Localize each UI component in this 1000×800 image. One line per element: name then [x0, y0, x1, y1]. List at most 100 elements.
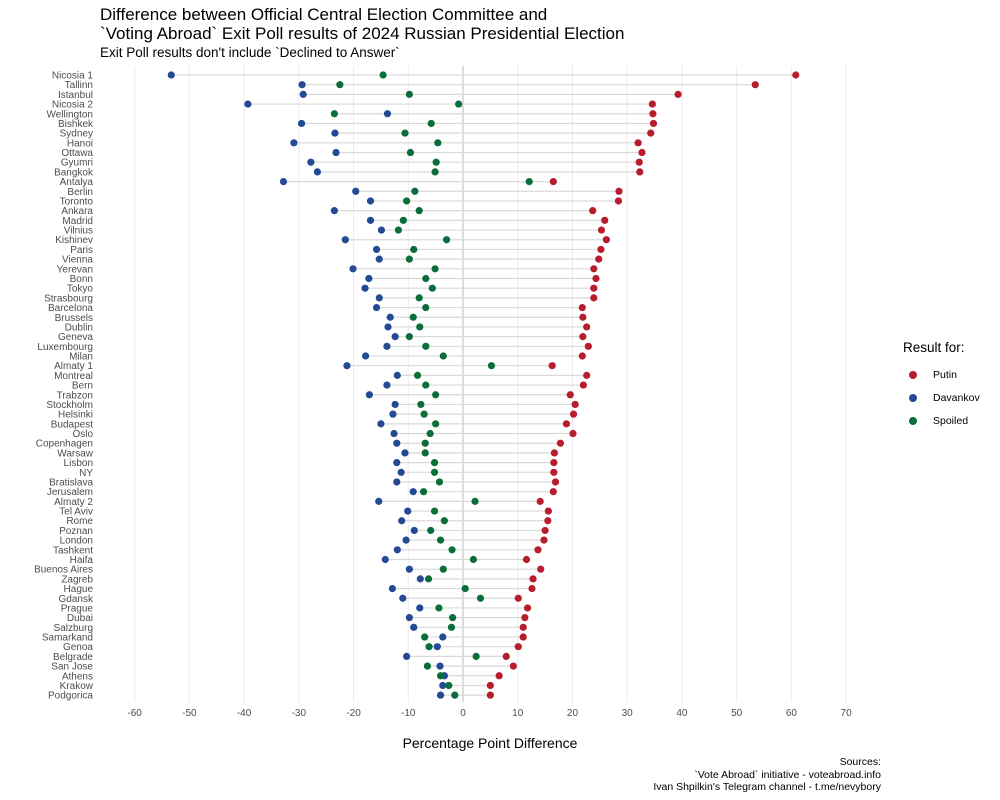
point-davankov	[331, 129, 339, 137]
point-spoiled	[417, 400, 425, 409]
y-tick-label: Dubai	[67, 613, 93, 624]
legend-item-davankov: Davankov	[903, 386, 980, 409]
point-davankov	[332, 148, 340, 157]
point-davankov	[383, 381, 391, 389]
y-tick-label: Tokyo	[67, 284, 94, 295]
point-spoiled	[399, 216, 407, 224]
y-tick-label: Nicosia 2	[52, 100, 94, 111]
point-davankov	[404, 507, 412, 515]
y-tick-label: Buenos Aires	[34, 565, 93, 576]
point-davankov	[375, 255, 383, 263]
x-tick-label: 50	[731, 708, 743, 719]
point-davankov	[402, 536, 410, 544]
point-putin	[571, 400, 579, 409]
point-putin	[636, 168, 644, 176]
x-tick-label: 20	[567, 708, 579, 719]
point-spoiled	[439, 565, 447, 573]
point-davankov	[410, 526, 418, 535]
point-davankov	[393, 546, 401, 554]
point-putin	[601, 216, 609, 224]
point-spoiled	[471, 497, 479, 505]
point-spoiled	[436, 536, 445, 544]
point-spoiled	[401, 129, 409, 137]
point-putin	[548, 362, 556, 370]
point-putin	[550, 449, 558, 457]
point-putin	[602, 236, 610, 244]
point-putin	[562, 420, 571, 428]
point-putin	[590, 294, 598, 302]
y-tick-label: Poznan	[59, 526, 93, 537]
point-davankov	[398, 517, 406, 525]
point-spoiled	[525, 177, 533, 186]
point-putin	[597, 245, 605, 254]
y-tick-label: Copenhagen	[36, 439, 93, 450]
y-tick-label: Budapest	[51, 419, 93, 430]
y-tick-label: Almaty 2	[54, 497, 93, 508]
point-putin	[635, 158, 643, 166]
x-tick-label: 10	[512, 708, 524, 719]
point-spoiled	[403, 197, 411, 205]
point-putin	[540, 536, 548, 544]
y-tick-label: Gdansk	[59, 594, 94, 605]
point-spoiled	[447, 623, 456, 631]
point-davankov	[409, 488, 417, 496]
point-putin	[556, 439, 565, 447]
point-spoiled	[422, 303, 430, 312]
point-davankov	[383, 342, 391, 350]
y-tick-label: Tashkent	[53, 545, 93, 556]
point-spoiled	[449, 614, 457, 622]
point-spoiled	[330, 110, 338, 118]
point-putin	[614, 197, 623, 205]
y-tick-label: Podgorica	[48, 691, 93, 702]
point-spoiled	[435, 478, 444, 486]
point-davankov	[341, 236, 349, 244]
point-spoiled	[421, 449, 429, 457]
point-davankov	[366, 216, 375, 224]
point-davankov	[439, 633, 447, 641]
point-spoiled	[421, 633, 429, 641]
y-tick-label: Yerevan	[57, 264, 93, 275]
point-putin	[509, 662, 517, 670]
point-davankov	[403, 652, 411, 661]
point-spoiled	[469, 555, 477, 564]
point-putin	[523, 604, 532, 612]
x-tick-label: 30	[622, 708, 634, 719]
point-davankov	[297, 119, 306, 128]
sources-heading: Sources:	[839, 756, 881, 768]
point-davankov	[439, 681, 447, 690]
sources-line-2: Ivan Shpilkin's Telegram channel - t.me/…	[653, 781, 881, 793]
legend-item-spoiled: Spoiled	[903, 409, 980, 432]
point-spoiled	[440, 517, 448, 525]
y-tick-label: Kishinev	[55, 235, 93, 246]
point-davankov	[298, 81, 306, 89]
point-putin	[579, 381, 588, 389]
x-tick-label: -20	[346, 708, 361, 719]
point-putin	[551, 478, 560, 486]
point-spoiled	[428, 284, 436, 292]
point-spoiled	[410, 245, 418, 254]
point-spoiled	[427, 526, 435, 535]
legend: Result for: Putin Davankov Spoiled	[903, 340, 980, 432]
point-putin	[647, 129, 655, 137]
point-davankov	[393, 439, 401, 447]
y-tick-label: Brussels	[55, 313, 93, 324]
point-putin	[792, 71, 800, 79]
x-tick-label: 60	[786, 708, 798, 719]
y-tick-label: Lisbon	[64, 458, 93, 469]
y-tick-label: Jerusalem	[47, 487, 93, 498]
point-putin	[615, 187, 623, 195]
point-spoiled	[422, 274, 430, 283]
chart-title-line-2: `Voting Abroad` Exit Poll results of 202…	[100, 24, 625, 43]
point-davankov	[416, 604, 424, 612]
point-putin	[595, 255, 603, 263]
point-davankov	[397, 468, 405, 476]
x-tick-label: -30	[292, 708, 307, 719]
point-spoiled	[405, 255, 413, 263]
point-putin	[590, 265, 598, 273]
point-spoiled	[424, 575, 433, 583]
y-tick-label: Warsaw	[57, 448, 94, 459]
point-putin	[522, 555, 531, 564]
point-putin	[590, 284, 598, 292]
point-spoiled	[436, 672, 445, 680]
point-davankov	[375, 294, 383, 302]
